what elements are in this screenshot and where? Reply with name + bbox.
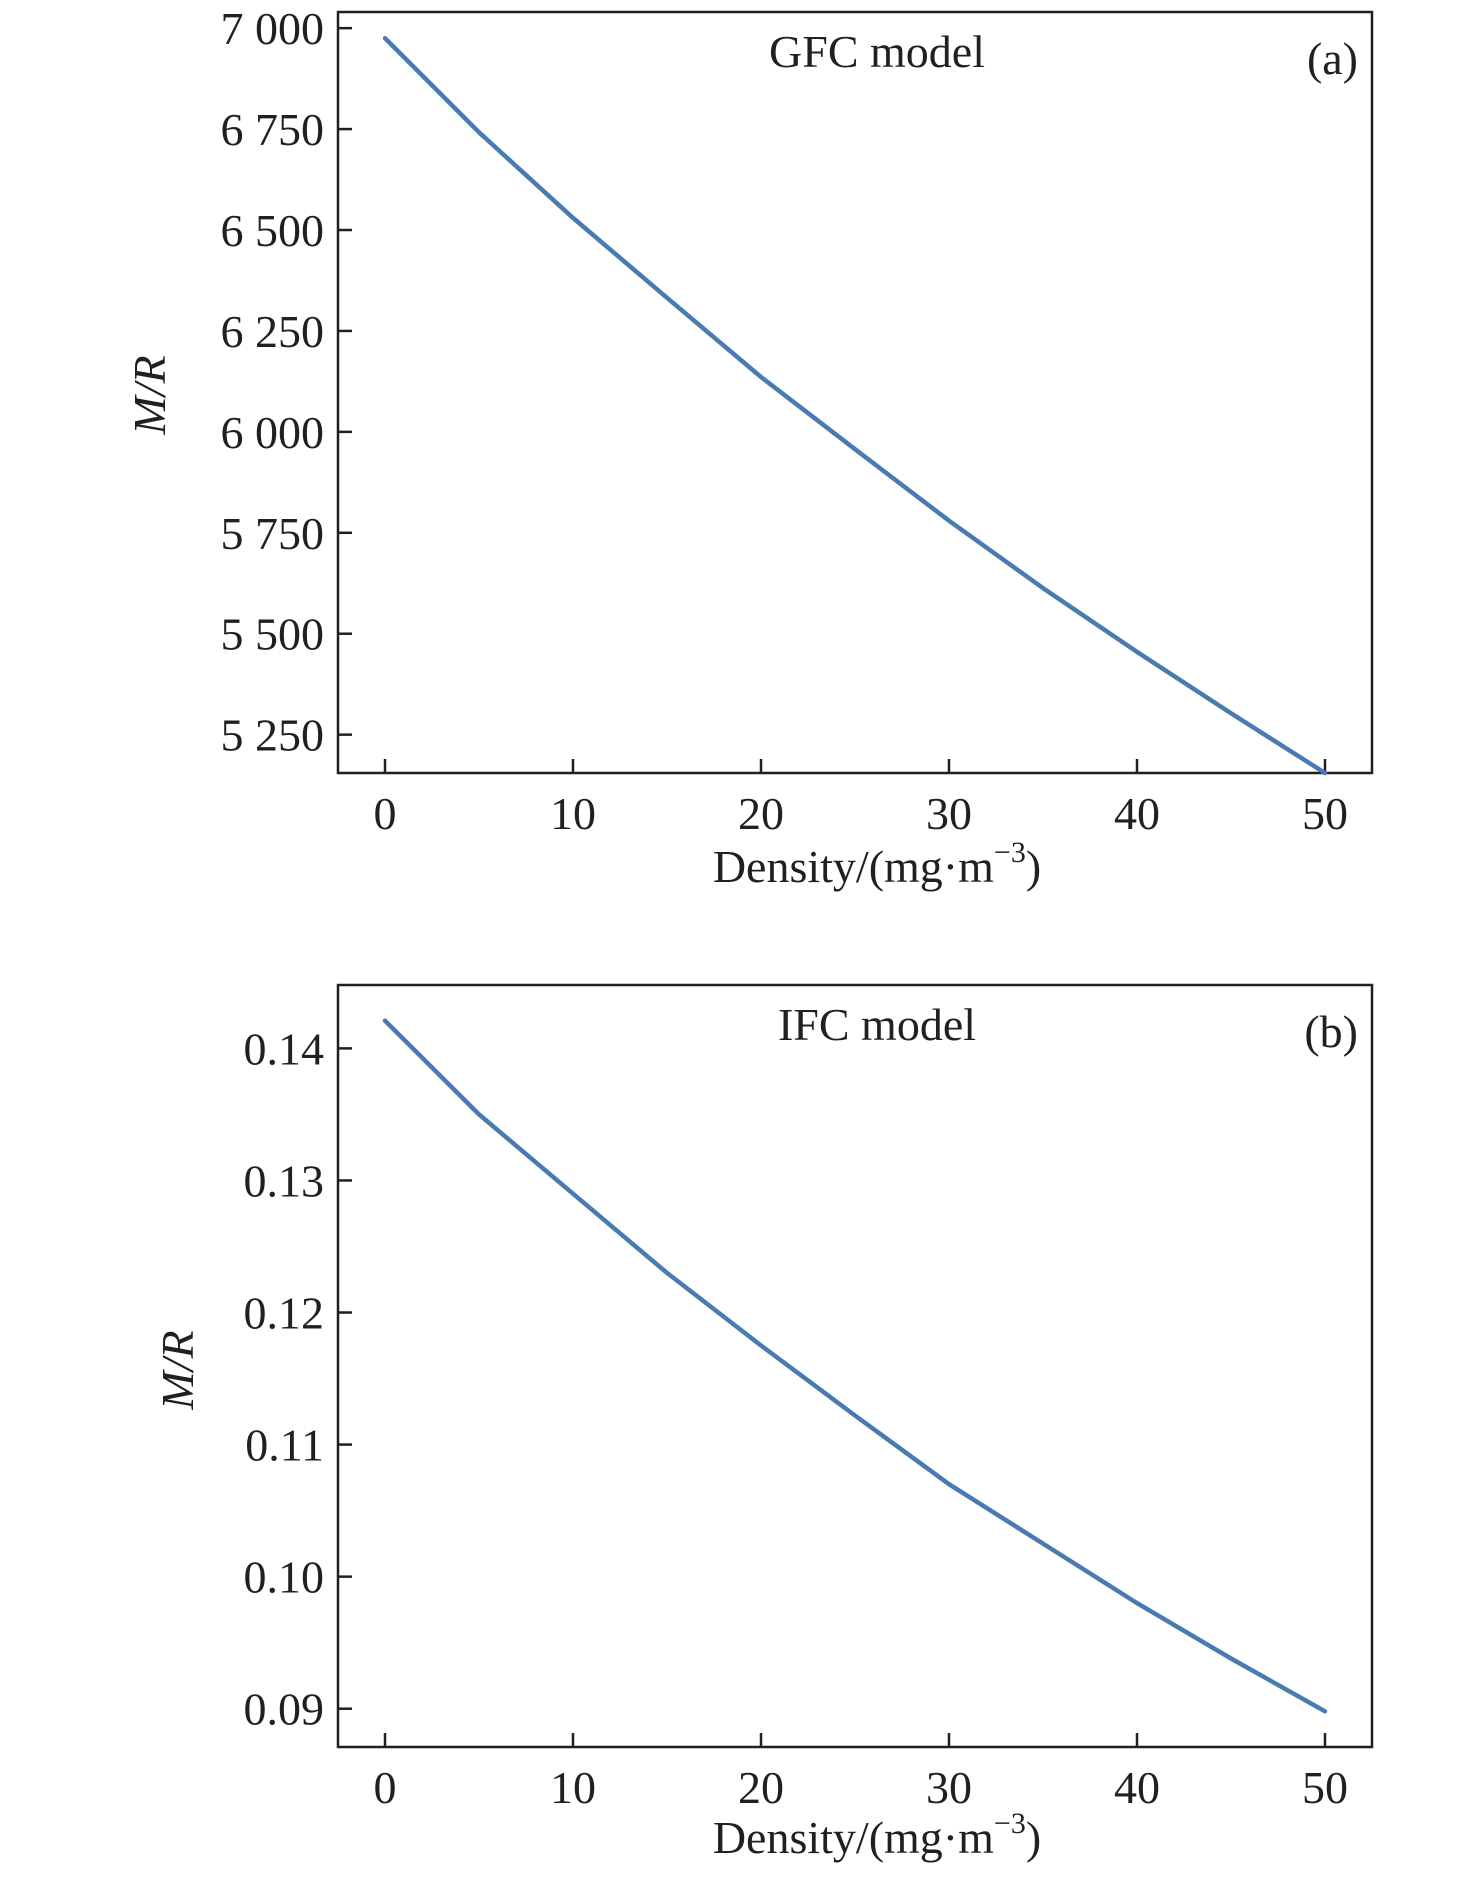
y-tick-label-a: 5 750: [221, 508, 325, 559]
x-axis-title-b: Density/(mg·m−3): [713, 1807, 1041, 1863]
y-axis-title-a: M/R: [124, 355, 175, 435]
x-tick-label-b: 50: [1302, 1762, 1348, 1813]
x-tick-label-a: 10: [550, 788, 596, 839]
y-tick-label-a: 6 500: [221, 205, 325, 256]
y-tick-label-a: 7 000: [221, 3, 325, 54]
x-axis-title-text: Density/(mg·m: [713, 1812, 994, 1863]
plot-frame-a: [336, 10, 1374, 775]
x-tick-label-b: 0: [374, 1762, 397, 1813]
x-tick-label-a: 30: [926, 788, 972, 839]
x-tick-label-b: 30: [926, 1762, 972, 1813]
x-axis-title-a: Density/(mg·m−3): [713, 836, 1041, 892]
x-tick-label-a: 0: [374, 788, 397, 839]
x-tick-label-b: 40: [1114, 1762, 1160, 1813]
series-line-a: [382, 35, 1328, 776]
x-tick-label-b: 20: [738, 1762, 784, 1813]
y-tick-label-a: 5 500: [221, 609, 325, 660]
x-axis-title-close: ): [1026, 1812, 1041, 1863]
y-tick-label-a: 6 000: [221, 407, 325, 458]
panel-label-a: (a): [1307, 33, 1358, 84]
plot-frame-b: [336, 983, 1374, 1749]
panel-label-b: (b): [1304, 1006, 1358, 1057]
y-tick-label-b: 0.10: [244, 1552, 325, 1603]
y-axis-title-b: M/R: [152, 1330, 203, 1410]
y-tick-label-b: 0.14: [244, 1023, 325, 1074]
series-line-b: [382, 1018, 1328, 1714]
x-axis-title-superscript: −3: [994, 836, 1026, 869]
chart-title-a: GFC model: [769, 26, 985, 77]
y-tick-label-a: 5 250: [221, 710, 325, 761]
x-tick-label-a: 50: [1302, 788, 1348, 839]
chart-title-b: IFC model: [778, 999, 976, 1050]
x-tick-label-a: 20: [738, 788, 784, 839]
y-tick-label-b: 0.12: [244, 1288, 325, 1339]
y-tick-label-a: 6 250: [221, 306, 325, 357]
y-tick-label-b: 0.13: [244, 1155, 325, 1206]
x-axis-title-close: ): [1026, 841, 1041, 892]
x-axis-title-superscript: −3: [994, 1807, 1026, 1840]
x-tick-label-a: 40: [1114, 788, 1160, 839]
x-axis-title-text: Density/(mg·m: [713, 841, 994, 892]
y-tick-label-b: 0.11: [245, 1420, 324, 1471]
y-tick-label-b: 0.09: [244, 1684, 325, 1735]
y-tick-label-a: 6 750: [221, 104, 325, 155]
x-tick-label-b: 10: [550, 1762, 596, 1813]
chart-panel-b: 0 10 20 30 40 50 0.09 0.10 0.11 0.12 0.13 0.14 IFC m…: [152, 983, 1374, 1863]
chart-panel-a: 0 10 20 30 40 50 5 250 5 500 5 750 6 000 6 250 6 50…: [124, 3, 1374, 892]
